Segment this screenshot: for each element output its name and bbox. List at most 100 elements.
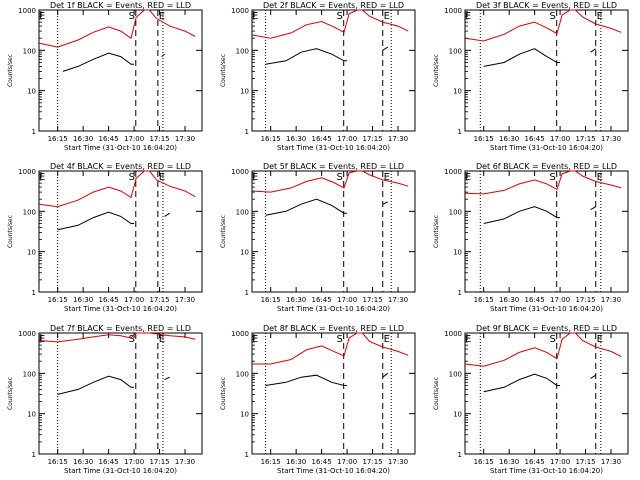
y-tick-label: 1000	[231, 330, 249, 338]
y-tick-label: 10	[453, 411, 462, 419]
y-tick-label: 1	[32, 289, 36, 297]
marker-s: S	[550, 172, 556, 183]
series-line-events	[265, 198, 388, 216]
plot-frame	[251, 332, 416, 455]
y-tick-label: 10	[27, 88, 36, 96]
series-line-lld	[39, 9, 196, 48]
y-tick-label: 1000	[18, 7, 36, 15]
y-tick-label: 10	[453, 88, 462, 96]
x-axis-label: Start Time (31-Oct-10 16:04:20)	[277, 467, 390, 475]
x-tick-label: 16:30	[73, 458, 93, 466]
y-tick-label: 10	[27, 411, 36, 419]
y-tick-label: 100	[236, 370, 249, 378]
x-tick-label: 17:15	[575, 458, 595, 466]
x-tick-label: 17:15	[362, 458, 382, 466]
y-tick-label: 1	[32, 451, 36, 459]
marker-s: S	[337, 172, 343, 183]
x-tick-label: 16:30	[499, 135, 519, 143]
x-tick-label: 16:30	[499, 458, 519, 466]
x-tick-label: 16:45	[525, 458, 545, 466]
marker-e: E	[597, 172, 603, 183]
series-line-lld	[465, 9, 622, 42]
x-tick-label: 16:30	[73, 135, 93, 143]
marker-e: E	[597, 334, 603, 345]
marker-e: E	[465, 172, 471, 183]
x-tick-label: 16:30	[73, 296, 93, 304]
x-tick-label: 17:30	[175, 135, 195, 143]
x-axis-label: Start Time (31-Oct-10 16:04:20)	[490, 144, 603, 152]
marker-e: E	[39, 334, 45, 345]
series-line-lld	[465, 170, 622, 195]
y-tick-label: 10	[240, 88, 249, 96]
x-tick-label: 16:15	[261, 296, 281, 304]
y-tick-label: 10	[27, 249, 36, 257]
panel-det-3: Det 3f BLACK = Events, RED = LLD 1 10 100 10…	[433, 1, 629, 152]
series-line-lld	[39, 332, 196, 343]
series-line-lld	[252, 170, 409, 193]
panel-title: Det 4f BLACK = Events, RED = LLD	[50, 162, 191, 171]
series-line-events	[62, 52, 165, 72]
y-tick-label: 1000	[18, 168, 36, 176]
y-axis-label: Counts/sec	[433, 54, 440, 87]
x-tick-label: 16:45	[99, 135, 119, 143]
x-tick-label: 17:30	[175, 296, 195, 304]
y-tick-label: 1	[32, 128, 36, 136]
y-tick-label: 100	[449, 208, 462, 216]
x-tick-label: 16:15	[48, 458, 68, 466]
x-tick-label: 16:45	[312, 296, 332, 304]
x-axis-label: Start Time (31-Oct-10 16:04:20)	[64, 144, 177, 152]
marker-e: E	[384, 334, 390, 345]
x-tick-label: 17:15	[362, 296, 382, 304]
x-tick-label: 17:00	[337, 135, 357, 143]
y-axis-label: Counts/sec	[7, 377, 14, 410]
series-line-events	[265, 372, 389, 386]
x-tick-label: 17:30	[601, 458, 621, 466]
y-tick-label: 10	[453, 249, 462, 257]
x-tick-label: 16:15	[474, 135, 494, 143]
y-tick-label: 100	[236, 47, 249, 55]
x-tick-label: 17:00	[124, 296, 144, 304]
panel-det-8: Det 8f BLACK = Events, RED = LLD 1 10 100 10…	[220, 324, 416, 475]
x-tick-label: 17:30	[388, 458, 408, 466]
x-tick-label: 17:00	[550, 135, 570, 143]
series-line-events	[483, 206, 596, 224]
x-tick-label: 17:15	[362, 135, 382, 143]
x-tick-label: 16:45	[312, 458, 332, 466]
x-tick-label: 17:15	[149, 458, 169, 466]
plot-frame	[38, 332, 203, 455]
x-tick-label: 16:30	[286, 135, 306, 143]
marker-s: S	[337, 334, 343, 345]
y-tick-label: 100	[23, 47, 36, 55]
y-tick-label: 100	[23, 370, 36, 378]
panel-title: Det 1f BLACK = Events, RED = LLD	[50, 1, 191, 10]
x-tick-label: 16:15	[474, 458, 494, 466]
panel-title: Det 9f BLACK = Events, RED = LLD	[476, 324, 617, 333]
panel-det-4: Det 4f BLACK = Events, RED = LLD 1 10 100 10…	[7, 162, 203, 313]
y-axis-label: Counts/sec	[433, 377, 440, 410]
x-tick-label: 17:30	[175, 458, 195, 466]
marker-s: S	[550, 334, 556, 345]
y-axis-label: Counts/sec	[220, 54, 227, 87]
marker-e: E	[39, 172, 45, 183]
plot-frame	[251, 170, 416, 293]
y-tick-label: 10	[240, 249, 249, 257]
x-axis-label: Start Time (31-Oct-10 16:04:20)	[490, 467, 603, 475]
series-line-lld	[252, 9, 409, 39]
x-tick-label: 17:00	[550, 458, 570, 466]
panel-title: Det 5f BLACK = Events, RED = LLD	[263, 162, 404, 171]
x-axis-label: Start Time (31-Oct-10 16:04:20)	[64, 467, 177, 475]
y-axis-label: Counts/sec	[7, 215, 14, 248]
x-tick-label: 16:30	[499, 296, 519, 304]
plot-frame	[38, 9, 203, 132]
panel-det-1: Det 1f BLACK = Events, RED = LLD 1 10 100 10…	[7, 1, 203, 152]
y-tick-label: 1	[245, 289, 249, 297]
series-line-lld	[465, 332, 622, 367]
y-tick-label: 1	[458, 128, 462, 136]
plot-frame	[38, 170, 203, 293]
x-tick-label: 16:45	[312, 135, 332, 143]
x-tick-label: 16:15	[261, 135, 281, 143]
marker-e: E	[597, 11, 603, 22]
marker-e: E	[384, 11, 390, 22]
plot-frame	[251, 9, 416, 132]
